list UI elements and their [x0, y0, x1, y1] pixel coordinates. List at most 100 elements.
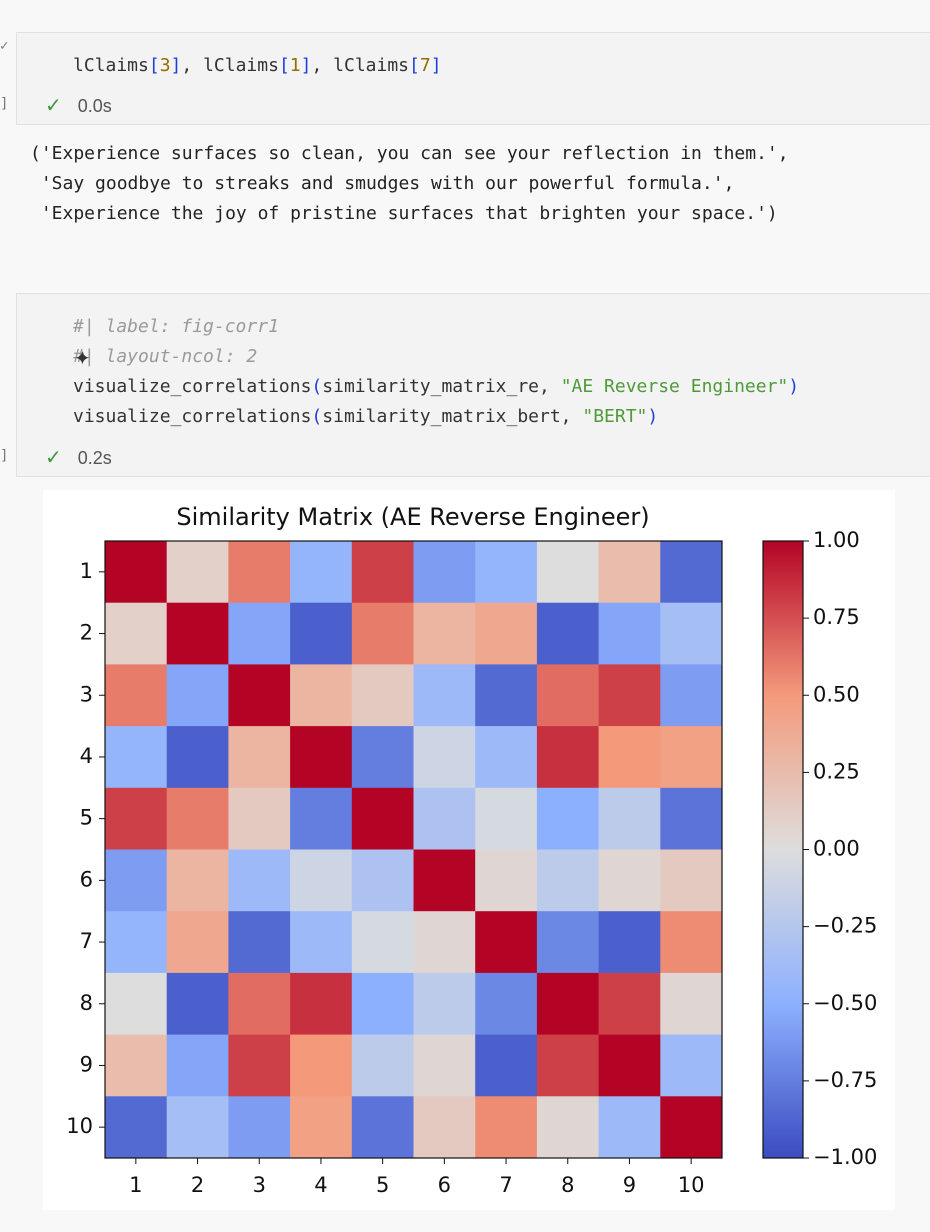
- heatmap-cell: [228, 664, 291, 727]
- heatmap-cell: [290, 849, 353, 912]
- sparkle-icon[interactable]: ✦: [74, 348, 91, 370]
- heatmap-cell: [166, 972, 229, 1036]
- heatmap-cell: [105, 664, 168, 727]
- heatmap-cell: [660, 911, 723, 974]
- code-token: "AE Reverse Engineer": [560, 376, 789, 397]
- colorbar-tick-label: 0.75: [813, 605, 860, 629]
- heatmap-cell: [475, 664, 538, 727]
- exec-time: 0.2s: [77, 448, 112, 468]
- output-line: 'Experience the joy of pristine surfaces…: [30, 203, 778, 224]
- y-tick-label: 4: [80, 744, 93, 768]
- heatmap-cell: [660, 602, 723, 665]
- code-cell[interactable]: ✓ 0.0s lClaims[3], lClaims[1], lClaims[7]: [16, 32, 930, 125]
- heatmap-cell: [660, 726, 723, 789]
- heatmap-cell: [166, 1096, 229, 1159]
- heatmap-cell: [166, 664, 229, 727]
- heatmap-cell: [228, 541, 291, 604]
- code-line: visualize_correlations(similarity_matrix…: [73, 372, 799, 402]
- heatmap-cell: [475, 602, 538, 665]
- code-token: 3: [159, 55, 171, 76]
- heatmap-cell: [228, 911, 291, 974]
- y-tick-label: 9: [80, 1052, 93, 1076]
- heatmap-cell: [536, 911, 600, 974]
- code-cell[interactable]: ✓ 0.2s #| label: fig-corr1 #| layout-ncol:…: [16, 293, 930, 477]
- code-token: ): [647, 406, 659, 427]
- code-line: lClaims[3], lClaims[1], lClaims[7]: [73, 51, 442, 81]
- heatmap-cell: [105, 602, 168, 665]
- code-token: ]: [300, 55, 312, 76]
- heatmap-cell: [536, 787, 600, 850]
- heatmap-cell: [598, 911, 661, 974]
- x-tick-label: 3: [253, 1173, 266, 1197]
- heatmap-cell: [536, 726, 600, 789]
- heatmap-cell: [228, 1096, 291, 1159]
- heatmap-cell: [413, 1096, 476, 1159]
- code-token: 7: [419, 55, 431, 76]
- heatmap-cell: [598, 602, 661, 665]
- code-token: ): [788, 376, 800, 397]
- heatmap-cell: [413, 787, 476, 850]
- heatmap-cell: [413, 541, 476, 604]
- heatmap-cell: [536, 972, 600, 1036]
- heatmap-cell: [290, 541, 353, 604]
- code-token: , lClaims: [181, 55, 279, 76]
- gutter-bracket: ]: [0, 96, 9, 112]
- x-tick-label: 4: [314, 1173, 327, 1197]
- heatmap-cell: [413, 664, 476, 727]
- heatmap-cell: [475, 726, 538, 789]
- code-token: , lClaims: [311, 55, 410, 76]
- heatmap-cell: [351, 664, 414, 727]
- x-tick-label: 6: [438, 1173, 451, 1197]
- heatmap-cell: [598, 787, 661, 850]
- heatmap-cell: [105, 726, 168, 789]
- code-token: lClaims: [73, 55, 149, 76]
- heatmap-cell: [166, 541, 229, 604]
- plot-frame: [104, 540, 723, 1159]
- heatmap-cell: [660, 787, 723, 850]
- heatmap-cell: [105, 541, 168, 604]
- x-tick-label: 2: [191, 1173, 204, 1197]
- heatmap-cell: [351, 972, 414, 1036]
- heatmap-cell: [105, 911, 168, 974]
- heatmap-cell: [105, 849, 168, 912]
- code-token: "BERT": [582, 406, 648, 427]
- heatmap-cell: [290, 1096, 353, 1159]
- output-line: ('Experience surfaces so clean, you can …: [30, 143, 789, 164]
- heatmap-cell: [536, 602, 600, 665]
- heatmap-cell: [166, 787, 229, 850]
- code-token: 1: [289, 55, 301, 76]
- code-line: visualize_correlations(similarity_matrix…: [73, 402, 658, 432]
- heatmap-cell: [228, 1034, 291, 1097]
- code-token: #| layout-ncol: 2: [73, 346, 258, 367]
- heatmap-cell: [536, 1096, 600, 1159]
- x-tick-label: 5: [376, 1173, 389, 1197]
- heatmap-cell: [598, 726, 661, 789]
- heatmap-cell: [228, 602, 291, 665]
- heatmap-cell: [660, 1034, 723, 1097]
- cell-status: ✓ 0.0s: [45, 95, 112, 117]
- heatmap-cell: [475, 972, 538, 1036]
- colorbar-tick-label: −0.25: [813, 914, 877, 938]
- heatmap-cell: [228, 787, 291, 850]
- heatmap-cell: [166, 726, 229, 789]
- y-tick-label: 3: [80, 682, 93, 706]
- heatmap-cell: [413, 911, 476, 974]
- heatmap-cell: [166, 1034, 229, 1097]
- x-tick-label: 10: [678, 1173, 705, 1197]
- heatmap-cell: [413, 972, 476, 1036]
- heatmap-cell: [598, 1034, 661, 1097]
- y-tick-label: 2: [80, 621, 93, 645]
- y-tick-label: 1: [80, 559, 93, 583]
- code-token: similarity_matrix_bert,: [322, 406, 583, 427]
- code-line: #| label: fig-corr1: [73, 312, 279, 342]
- heatmap-cell: [166, 602, 229, 665]
- exec-time: 0.0s: [77, 96, 112, 116]
- heatmap-cell: [290, 911, 353, 974]
- code-token: ]: [430, 55, 442, 76]
- heatmap-cell: [413, 1034, 476, 1097]
- heatmap-cell: [351, 911, 414, 974]
- gutter-check: ✓: [0, 38, 9, 54]
- heatmap-cell: [228, 726, 291, 789]
- heatmap-cell: [351, 787, 414, 850]
